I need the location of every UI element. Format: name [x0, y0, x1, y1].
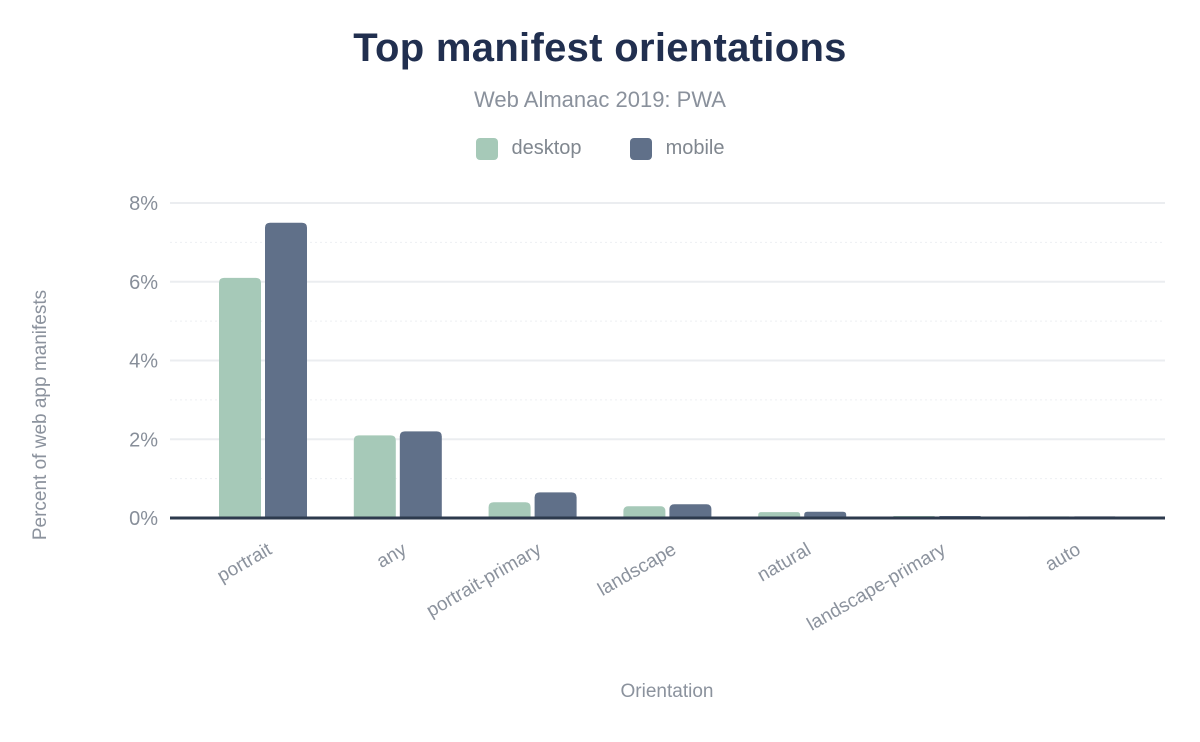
x-axis-title: Orientation — [621, 681, 714, 702]
bar-desktop-portrait[interactable] — [219, 277, 261, 518]
y-tick-0%: 0% — [129, 508, 158, 530]
y-tick-2%: 2% — [129, 429, 158, 451]
x-tick-auto: auto — [1042, 539, 1085, 576]
x-tick-portrait-primary: portrait-primary — [423, 539, 545, 622]
legend-swatch-mobile — [629, 137, 652, 160]
y-tick-6%: 6% — [129, 272, 158, 294]
legend-swatch-desktop — [475, 137, 498, 160]
x-tick-natural: natural — [754, 539, 815, 586]
legend-item-mobile: mobile — [629, 137, 725, 160]
bar-mobile-portrait-primary[interactable] — [534, 492, 577, 518]
x-tick-landscape-primary: landscape-primary — [804, 539, 950, 636]
chart-subtitle: Web Almanac 2019: PWA — [474, 87, 726, 112]
bar-mobile-landscape[interactable] — [669, 504, 712, 518]
bar-desktop-portrait-primary[interactable] — [488, 502, 531, 518]
legend-item-desktop: desktop — [475, 137, 582, 160]
x-tick-landscape: landscape — [594, 539, 680, 600]
bar-desktop-landscape[interactable] — [623, 506, 666, 518]
chart-title: Top manifest orientations — [353, 26, 847, 70]
bar-mobile-portrait[interactable] — [265, 222, 307, 518]
y-tick-4%: 4% — [129, 351, 158, 373]
bar-mobile-natural[interactable] — [804, 511, 847, 518]
y-axis-title: Percent of web app manifests — [30, 290, 51, 540]
x-tick-portrait: portrait — [214, 539, 276, 587]
chart-header: Top manifest orientations Web Almanac 20… — [0, 0, 1200, 160]
bar-mobile-any[interactable] — [399, 431, 442, 518]
x-tick-any: any — [373, 539, 410, 573]
legend-label-desktop: desktop — [511, 137, 582, 159]
legend-label-mobile: mobile — [665, 137, 725, 159]
y-tick-8%: 8% — [129, 193, 158, 215]
chart-legend: desktop mobile — [0, 137, 1200, 160]
bar-desktop-any[interactable] — [353, 435, 396, 518]
